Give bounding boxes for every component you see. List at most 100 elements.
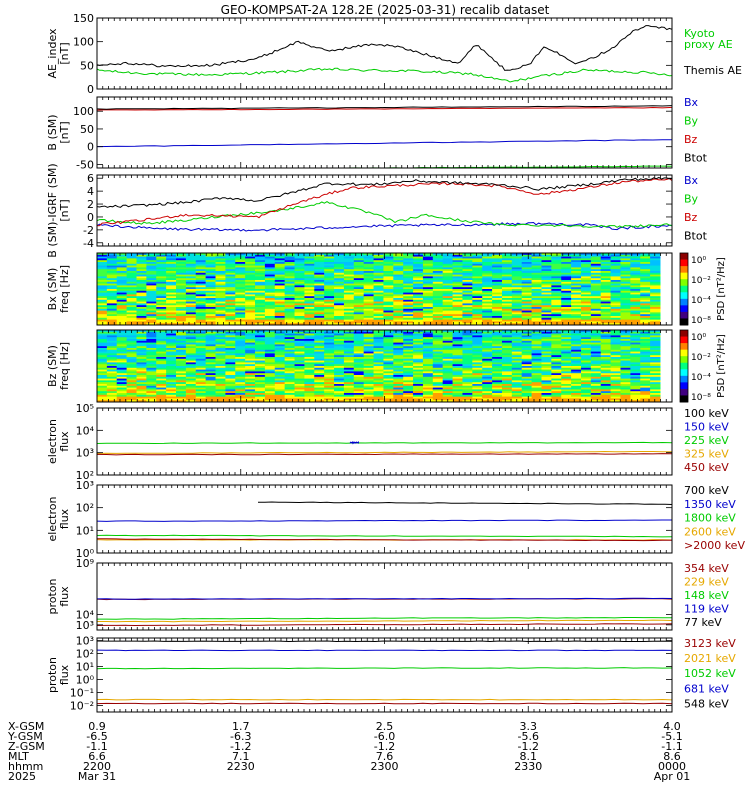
bxpsd-cell: [255, 305, 266, 308]
bxpsd-cell: [205, 299, 217, 303]
bzpsd-cell: [403, 373, 414, 376]
bxpsd-cell: [422, 312, 434, 315]
bxpsd-cell: [650, 303, 661, 306]
bzpsd-cell: [462, 371, 473, 374]
bxpsd-cell: [156, 281, 167, 285]
bzpsd-cell: [215, 348, 226, 351]
bxpsd-cell: [561, 271, 572, 274]
bzpsd-cell: [442, 371, 454, 374]
bxpsd-cell: [630, 305, 641, 308]
bzpsd-cell: [235, 373, 246, 376]
bzpsd-cell: [185, 342, 197, 345]
bxpsd-cell: [176, 287, 187, 290]
bxpsd-cell: [225, 292, 236, 295]
bzpsd-cell: [521, 394, 533, 398]
bzpsd-cell: [245, 385, 256, 389]
bxpsd-cell: [482, 271, 493, 274]
bxpsd-cell: [403, 263, 414, 267]
bxpsd-cell: [205, 262, 217, 265]
bxpsd-cell: [541, 254, 552, 258]
bzpsd-cell: [106, 393, 118, 396]
bxpsd-cell: [166, 296, 177, 299]
bxpsd-cell: [393, 278, 404, 281]
bzpsd-cell: [501, 344, 513, 347]
bxpsd-cell: [116, 272, 128, 276]
bxpsd-cell: [304, 303, 315, 306]
bzpsd-cell: [343, 337, 355, 340]
bzpsd-cell: [403, 391, 414, 394]
bzpsd-cell: [304, 355, 315, 358]
bzpsd-cell: [215, 360, 226, 363]
bxpsd-cell: [334, 305, 345, 308]
bxpsd-cell: [442, 294, 454, 297]
bxpsd-cell: [324, 290, 335, 294]
bxpsd-cell: [432, 298, 444, 301]
bxpsd-cell: [185, 272, 197, 276]
bxpsd-cell: [442, 292, 454, 295]
bxpsd-cell: [541, 265, 552, 268]
bzpsd-cell: [383, 394, 394, 398]
bzpsd-cell: [324, 355, 335, 358]
bzpsd-cell: [363, 357, 375, 360]
bzpsd-cell: [482, 346, 493, 349]
bxpsd-cell: [630, 317, 641, 321]
bxpsd-cell: [610, 321, 621, 324]
bzpsd-cell: [274, 391, 286, 394]
bzpsd-cell: [126, 393, 138, 396]
bxpsd-cell: [176, 314, 187, 317]
bxpsd-cell: [156, 271, 167, 274]
bzpsd-cell: [255, 380, 266, 383]
bxpsd-cell: [97, 283, 108, 286]
bzpsd-cell: [442, 387, 454, 390]
bxpsd-cell: [274, 281, 286, 285]
bxpsd-cell: [393, 260, 404, 263]
bxpsd-cell: [571, 285, 582, 288]
bzpsd-cell: [215, 355, 226, 358]
bzpsd-cell: [274, 331, 286, 335]
bzpsd-cell: [185, 367, 197, 371]
bzpsd-cell: [176, 398, 187, 401]
bzpsd-cell: [314, 380, 325, 383]
bxpsd-cell: [600, 280, 612, 283]
bzpsd-cell: [511, 335, 523, 338]
bxpsd-cell: [541, 312, 552, 315]
bxpsd-cell: [255, 303, 266, 306]
bzpsd-cell: [324, 339, 335, 342]
bxpsd-cell: [363, 321, 375, 324]
bzpsd-cell: [146, 346, 157, 349]
bzpsd-cell: [432, 366, 444, 369]
bxpsd-cell: [235, 274, 246, 277]
bxpsd-cell: [324, 312, 335, 315]
bxpsd-cell: [640, 271, 651, 274]
bzpsd-cell: [334, 373, 345, 376]
bxpsd-cell: [284, 253, 296, 256]
bxpsd-cell: [541, 276, 552, 279]
bxpsd-cell: [126, 301, 138, 304]
bxpsd-cell: [521, 317, 533, 321]
bxpsd-cell: [432, 314, 444, 317]
bzpsd-cell: [482, 330, 493, 333]
bxpsd-cell: [146, 254, 157, 258]
bxpsd-cell: [235, 310, 246, 313]
bzpsd-cell: [501, 378, 513, 381]
bxpsd-cell: [472, 265, 483, 268]
bxpsd-cell: [156, 319, 167, 322]
bzpsd-cell: [413, 364, 424, 367]
bzpsd-cell: [403, 357, 414, 360]
bxpsd-cell: [640, 272, 651, 276]
bzpsd-cell: [176, 373, 187, 376]
bxpsd-cell: [255, 271, 266, 274]
bzpsd-cell: [215, 373, 226, 376]
bxpsd-cell: [630, 269, 641, 272]
bzpsd-cell: [334, 396, 345, 399]
bxpsd-cell: [422, 301, 434, 304]
bxpsd-cell: [304, 305, 315, 308]
bzpsd-cell: [324, 371, 335, 374]
bxpsd-colorbar-tick: 10⁻²: [691, 276, 711, 286]
bsm-series-bz: [96, 106, 673, 111]
bxpsd-cell: [442, 310, 454, 313]
bzpsd-cell: [185, 349, 197, 353]
bzpsd-cell: [314, 394, 325, 398]
bzpsd-cell: [531, 396, 542, 399]
bxpsd-cell: [551, 272, 562, 276]
